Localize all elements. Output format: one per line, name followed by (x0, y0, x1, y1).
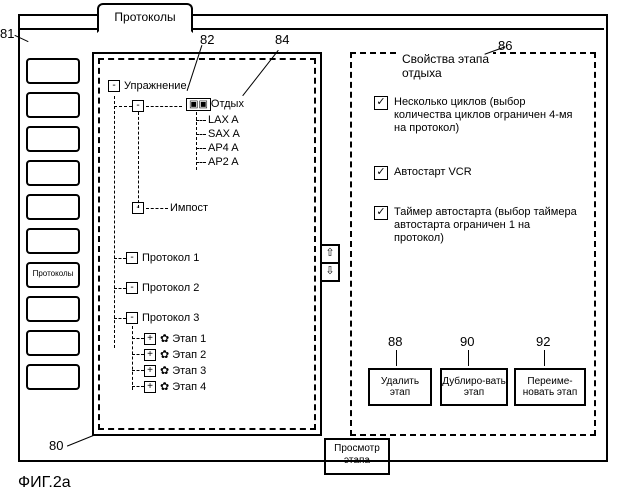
tree-line (132, 386, 144, 387)
tree-line (114, 96, 115, 348)
tree-line (132, 326, 133, 390)
figure-canvas: Протоколы Протоколы -Упражнение - (0, 0, 620, 500)
tree-view-item[interactable]: AP4 A (208, 142, 239, 154)
checkbox-icon[interactable]: ✓ (374, 166, 388, 180)
leader-line (468, 350, 469, 366)
rename-stage-button[interactable]: Переиме-новать этап (514, 368, 586, 406)
tree-protocol[interactable]: -Протокол 2 (126, 282, 199, 294)
gear-icon: ✿ (160, 380, 169, 393)
callout-90: 90 (460, 334, 474, 349)
sidebar-item-protocols[interactable]: Протоколы (26, 262, 80, 288)
properties-title: Свойства этапа отдыха (398, 52, 493, 80)
tree-line (196, 120, 206, 121)
tree-protocol[interactable]: -Протокол 3 (126, 312, 199, 324)
prop-option-cycles[interactable]: ✓ Несколько циклов (выбор количества цик… (374, 96, 582, 135)
tree-line (146, 106, 182, 107)
view-stage-button[interactable]: Просмотр этапа (324, 438, 390, 475)
tree-line (138, 112, 139, 208)
tree-view-item[interactable]: AP2 A (208, 156, 239, 168)
sidebar-item[interactable] (26, 126, 80, 152)
tree-view-item[interactable]: LAX A (208, 114, 239, 126)
gear-icon: ✿ (160, 332, 169, 345)
sidebar-item[interactable] (26, 92, 80, 118)
prop-option-timer[interactable]: ✓ Таймер автостарта (выбор таймера автос… (374, 206, 582, 245)
tree-line (114, 288, 126, 289)
tree-node-impost[interactable]: Импост (170, 202, 208, 214)
expand-icon[interactable]: - (126, 252, 138, 264)
tree-stage[interactable]: +✿Этап 3 (144, 364, 206, 377)
scroll-down-button[interactable]: ⇩ (321, 263, 339, 281)
leader-line (544, 350, 545, 366)
expand-icon[interactable]: - (126, 312, 138, 324)
sidebar: Протоколы (26, 58, 76, 398)
tree-line (196, 148, 206, 149)
tree-line (114, 106, 132, 107)
expand-icon[interactable]: - (132, 100, 144, 112)
delete-stage-button[interactable]: Удалить этап (368, 368, 432, 406)
tree-line (132, 370, 144, 371)
tree-stage[interactable]: +✿Этап 1 (144, 332, 206, 345)
leader-line (396, 350, 397, 366)
tree-line (146, 208, 168, 209)
expand-icon[interactable]: - (108, 80, 120, 92)
expand-icon[interactable]: - (126, 282, 138, 294)
checkbox-icon[interactable]: ✓ (374, 206, 388, 220)
rest-icon: ▣▣ (189, 99, 208, 110)
prop-option-vcr[interactable]: ✓ Автостарт VCR (374, 166, 582, 180)
figure-caption: ФИГ.2a (18, 474, 71, 492)
tree-line (196, 134, 206, 135)
sidebar-item[interactable] (26, 364, 80, 390)
callout-81: 81 (0, 26, 14, 41)
tree-line (114, 318, 126, 319)
scroll-control: ⇧ ⇩ (320, 244, 340, 282)
expand-icon[interactable]: + (144, 333, 156, 345)
gear-icon: ✿ (160, 348, 169, 361)
checkbox-icon[interactable]: ✓ (374, 96, 388, 110)
callout-84: 84 (275, 32, 289, 47)
tree-line (196, 162, 206, 163)
tree-panel: -Упражнение - ▣▣Отдых LAX A SAX A AP4 A … (92, 52, 322, 436)
callout-80: 80 (49, 438, 63, 453)
tree-stage[interactable]: +✿Этап 2 (144, 348, 206, 361)
tree-view-item[interactable]: SAX A (208, 128, 240, 140)
sidebar-item[interactable] (26, 228, 80, 254)
scroll-up-button[interactable]: ⇧ (321, 245, 339, 263)
sidebar-item[interactable] (26, 296, 80, 322)
expand-icon[interactable]: + (144, 349, 156, 361)
expand-icon[interactable]: + (144, 381, 156, 393)
tree-node-rest[interactable]: ▣▣Отдых (186, 98, 244, 111)
tree-protocol[interactable]: -Протокол 1 (126, 252, 199, 264)
sidebar-item[interactable] (26, 330, 80, 356)
sidebar-item[interactable] (26, 160, 80, 186)
tree-line (132, 354, 144, 355)
gear-icon: ✿ (160, 364, 169, 377)
duplicate-stage-button[interactable]: Дублиро-вать этап (440, 368, 508, 406)
sidebar-item[interactable] (26, 58, 80, 84)
expand-icon[interactable]: + (144, 365, 156, 377)
tab-cutout (99, 28, 187, 30)
tree-root[interactable]: -Упражнение (108, 80, 187, 92)
callout-88: 88 (388, 334, 402, 349)
callout-92: 92 (536, 334, 550, 349)
sidebar-item[interactable] (26, 194, 80, 220)
expand-icon[interactable]: - (132, 202, 144, 214)
tree-line (114, 258, 126, 259)
properties-panel: Свойства этапа отдыха ✓ Несколько циклов… (350, 52, 596, 436)
tree-stage[interactable]: +✿Этап 4 (144, 380, 206, 393)
tree-line (132, 338, 144, 339)
tree-inner: -Упражнение - ▣▣Отдых LAX A SAX A AP4 A … (98, 58, 316, 430)
